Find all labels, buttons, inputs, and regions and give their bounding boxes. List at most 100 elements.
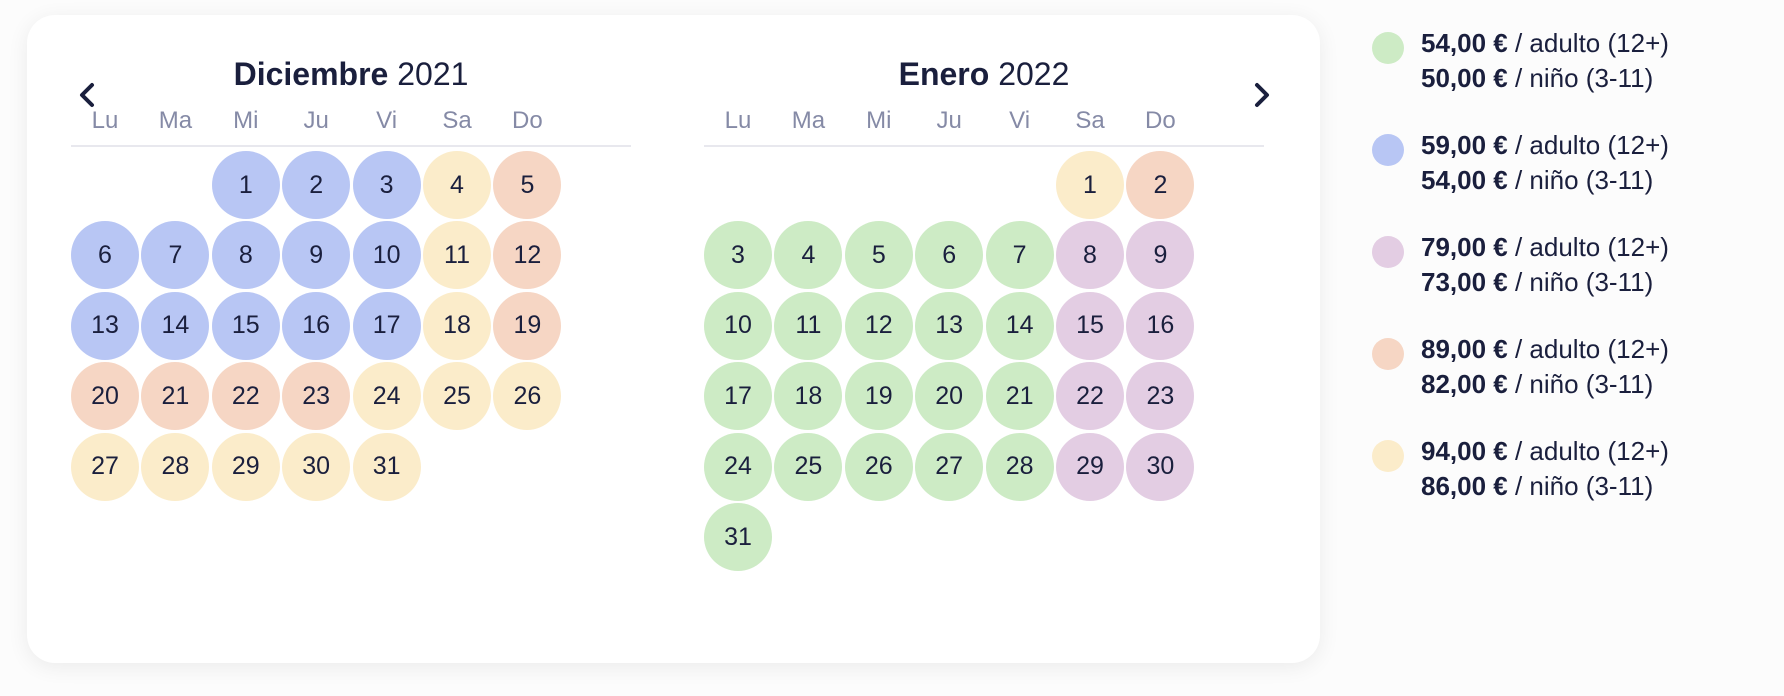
weekday-label: Do bbox=[1145, 107, 1176, 134]
color-swatch bbox=[1372, 134, 1404, 166]
color-swatch bbox=[1372, 338, 1404, 370]
calendar-day[interactable]: 12 bbox=[844, 291, 913, 360]
calendar-day[interactable]: 22 bbox=[211, 362, 280, 431]
calendar-day[interactable]: 24 bbox=[704, 432, 772, 501]
adult-price-line: 94,00 € / adulto (12+) bbox=[1421, 436, 1669, 467]
weekday-label: Ma bbox=[158, 107, 193, 134]
calendar-day[interactable]: 20 bbox=[915, 362, 984, 431]
chevron-left-icon bbox=[80, 83, 94, 107]
calendar-day[interactable]: 1 bbox=[211, 151, 280, 219]
calendar-day[interactable]: 10 bbox=[704, 291, 772, 360]
price-value: 54,00 € bbox=[1421, 28, 1508, 58]
price-label: / adulto (12+) bbox=[1507, 436, 1669, 466]
calendar-day[interactable]: 26 bbox=[493, 362, 562, 431]
price-label: / adulto (12+) bbox=[1507, 334, 1669, 364]
calendar-day[interactable]: 27 bbox=[71, 432, 139, 501]
calendar-day[interactable]: 23 bbox=[1126, 362, 1195, 431]
calendar-day[interactable]: 18 bbox=[423, 291, 491, 360]
price-label: / adulto (12+) bbox=[1507, 232, 1669, 262]
calendar-day[interactable]: 26 bbox=[844, 432, 913, 501]
legend-item: 54,00 € / adulto (12+) 50,00 € / niño (3-… bbox=[1372, 28, 1772, 108]
calendar-day[interactable]: 20 bbox=[71, 362, 139, 431]
calendar-day[interactable]: 31 bbox=[352, 432, 421, 501]
calendar-day[interactable]: 18 bbox=[774, 362, 843, 431]
price-value: 86,00 € bbox=[1421, 471, 1508, 501]
weekday-label: Sa bbox=[1075, 107, 1105, 134]
calendar-day[interactable]: 17 bbox=[704, 362, 772, 431]
calendar-day[interactable]: 22 bbox=[1056, 362, 1124, 431]
price-value: 82,00 € bbox=[1421, 369, 1508, 399]
calendar-day[interactable]: 27 bbox=[915, 432, 984, 501]
calendar-day[interactable]: 4 bbox=[774, 221, 843, 290]
adult-price-line: 79,00 € / adulto (12+) bbox=[1421, 232, 1669, 263]
calendar-day[interactable]: 30 bbox=[282, 432, 351, 501]
calendar-day[interactable]: 10 bbox=[352, 221, 421, 290]
calendar-day[interactable]: 29 bbox=[1056, 432, 1124, 501]
month-title: Enero 2022 bbox=[704, 55, 1264, 93]
calendar-day[interactable]: 14 bbox=[141, 291, 210, 360]
color-swatch bbox=[1372, 32, 1404, 64]
color-swatch bbox=[1372, 440, 1404, 472]
child-price-line: 54,00 € / niño (3-11) bbox=[1421, 165, 1653, 196]
price-label: / adulto (12+) bbox=[1507, 130, 1669, 160]
child-price-line: 82,00 € / niño (3-11) bbox=[1421, 369, 1653, 400]
prev-month-button[interactable] bbox=[72, 75, 102, 115]
calendar-day[interactable]: 24 bbox=[352, 362, 421, 431]
calendar-day[interactable]: 21 bbox=[985, 362, 1054, 431]
price-label: / niño (3-11) bbox=[1507, 63, 1654, 93]
legend-item: 94,00 € / adulto (12+) 86,00 € / niño (3-… bbox=[1372, 436, 1772, 516]
calendar-day[interactable]: 28 bbox=[985, 432, 1054, 501]
next-month-button[interactable] bbox=[1247, 75, 1277, 115]
calendar-day[interactable]: 2 bbox=[282, 151, 351, 219]
calendar-day[interactable]: 17 bbox=[352, 291, 421, 360]
calendar-day[interactable]: 4 bbox=[423, 151, 491, 219]
calendar-day[interactable]: 3 bbox=[352, 151, 421, 219]
weekday-label: Vi bbox=[376, 107, 398, 134]
calendar-day[interactable]: 25 bbox=[423, 362, 491, 431]
month-year: 2021 bbox=[397, 56, 469, 92]
calendar-day[interactable]: 21 bbox=[141, 362, 210, 431]
calendar-day[interactable]: 7 bbox=[985, 221, 1054, 290]
calendar-day[interactable]: 6 bbox=[915, 221, 984, 290]
calendar-day[interactable]: 29 bbox=[211, 432, 280, 501]
weekday-label: Ju bbox=[936, 107, 962, 134]
calendar-day[interactable]: 23 bbox=[282, 362, 351, 431]
calendar-day[interactable]: 15 bbox=[211, 291, 280, 360]
calendar-day[interactable]: 19 bbox=[493, 291, 562, 360]
calendar-day[interactable]: 2 bbox=[1126, 151, 1195, 219]
calendar-day[interactable]: 13 bbox=[915, 291, 984, 360]
adult-price-line: 54,00 € / adulto (12+) bbox=[1421, 28, 1669, 59]
calendar-day[interactable]: 3 bbox=[704, 221, 772, 290]
calendar-day[interactable]: 19 bbox=[844, 362, 913, 431]
calendar-day[interactable]: 13 bbox=[71, 291, 139, 360]
weekday-label: Ma bbox=[791, 107, 826, 134]
child-price-line: 73,00 € / niño (3-11) bbox=[1421, 267, 1653, 298]
calendar-day[interactable]: 5 bbox=[844, 221, 913, 290]
calendar-day[interactable]: 6 bbox=[71, 221, 139, 290]
calendar-day[interactable]: 11 bbox=[774, 291, 843, 360]
calendar-day[interactable]: 1 bbox=[1056, 151, 1124, 219]
divider bbox=[704, 145, 1264, 147]
month-title: Diciembre 2021 bbox=[71, 55, 631, 93]
weekday-label: Do bbox=[512, 107, 543, 134]
calendar-day[interactable]: 5 bbox=[493, 151, 562, 219]
calendar-day[interactable]: 9 bbox=[1126, 221, 1195, 290]
calendar-day[interactable]: 8 bbox=[1056, 221, 1124, 290]
calendar-day[interactable]: 8 bbox=[211, 221, 280, 290]
legend-item: 79,00 € / adulto (12+) 73,00 € / niño (3-… bbox=[1372, 232, 1772, 312]
calendar-day[interactable]: 28 bbox=[141, 432, 210, 501]
month-january: Enero 2022 Lu Ma Mi Ju Vi Sa Do 1 2 3 4 5 6 7 8 9 10 11 1… bbox=[704, 15, 1264, 663]
calendar-day[interactable]: 11 bbox=[423, 221, 491, 290]
calendar-day[interactable]: 9 bbox=[282, 221, 351, 290]
calendar-day[interactable]: 25 bbox=[774, 432, 843, 501]
calendar-day[interactable]: 30 bbox=[1126, 432, 1195, 501]
calendar-day[interactable]: 7 bbox=[141, 221, 210, 290]
calendar-day[interactable]: 15 bbox=[1056, 291, 1124, 360]
calendar-day[interactable]: 31 bbox=[704, 503, 772, 571]
calendar-day[interactable]: 12 bbox=[493, 221, 562, 290]
calendar-day[interactable]: 16 bbox=[282, 291, 351, 360]
price-label: / niño (3-11) bbox=[1507, 267, 1654, 297]
calendar-day[interactable]: 16 bbox=[1126, 291, 1195, 360]
calendar-day[interactable]: 14 bbox=[985, 291, 1054, 360]
